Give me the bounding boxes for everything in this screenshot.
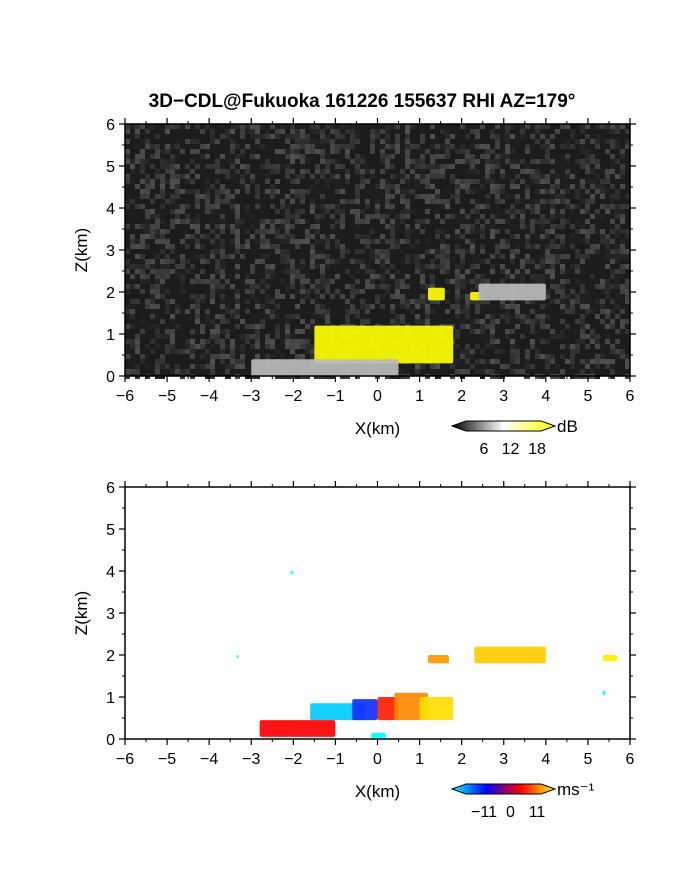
snr-y-tick-label: 0 — [106, 369, 115, 386]
velocity-echo-region — [310, 703, 365, 721]
snr-echo-region — [470, 292, 481, 301]
velocity-x-tick-label: 0 — [373, 751, 382, 768]
velocity-echo-region — [290, 571, 294, 574]
velocity-echo-region — [602, 690, 606, 695]
velocity-echo-region — [377, 697, 399, 721]
velocity-y-tick-label: 4 — [106, 564, 115, 581]
snr-x-tick-label: 6 — [626, 388, 635, 405]
velocity-x-tick-label: 6 — [626, 751, 635, 768]
velocity-y-tick-label: 0 — [106, 732, 115, 749]
velocity-echo-region — [259, 720, 336, 737]
velocity-echo-region — [428, 655, 450, 664]
velocity-x-tick-label: −3 — [242, 751, 260, 768]
velocity-echo-region — [371, 732, 386, 739]
snr-y-tick-label: 1 — [106, 327, 115, 344]
snr-colorbar-bar — [450, 420, 557, 432]
velocity-colorbar-tick-label: 0 — [506, 804, 515, 821]
velocity-echo-region — [236, 655, 239, 658]
snr-echo-region — [314, 325, 454, 364]
velocity-x-tick-label: 1 — [415, 751, 424, 768]
velocity-colorbar-tick-label: 11 — [529, 804, 546, 821]
velocity-y-tick-label: 6 — [106, 480, 115, 497]
snr-colorbar-unit: dB — [557, 417, 578, 436]
velocity-x-tick-label: 2 — [457, 751, 466, 768]
snr-y-tick-label: 3 — [106, 243, 115, 260]
snr-x-tick-label: −3 — [242, 388, 260, 405]
snr-x-tick-label: 3 — [499, 388, 508, 405]
velocity-x-tick-label: −4 — [200, 751, 218, 768]
snr-x-tick-label: −6 — [116, 388, 134, 405]
snr-echo-region — [478, 283, 546, 301]
snr-colorbar-tick-label: 6 — [480, 441, 489, 458]
snr-y-axis-label: Z(km) — [72, 228, 91, 272]
velocity-x-axis-label: X(km) — [355, 782, 400, 801]
snr-x-tick-label: 2 — [457, 388, 466, 405]
snr-x-tick-label: −4 — [200, 388, 218, 405]
velocity-x-tick-label: −5 — [158, 751, 176, 768]
velocity-echo-region — [419, 697, 454, 721]
snr-colorbar: dB 6 12 18 — [450, 417, 578, 458]
snr-y-tick-label: 2 — [106, 285, 115, 302]
velocity-colorbar-unit: ms⁻¹ — [557, 780, 595, 799]
velocity-x-tick-label: 5 — [583, 751, 592, 768]
velocity-y-tick-label: 2 — [106, 648, 115, 665]
velocity-echo-region — [602, 655, 618, 662]
velocity-y-tick-label: 5 — [106, 522, 115, 539]
snr-y-tick-label: 4 — [106, 201, 115, 218]
velocity-colorbar: ms⁻¹ −11 0 11 — [450, 780, 595, 821]
snr-x-tick-label: 1 — [415, 388, 424, 405]
velocity-colorbar-bar — [450, 783, 557, 795]
snr-x-tick-label: −1 — [326, 388, 344, 405]
snr-x-tick-label: −5 — [158, 388, 176, 405]
velocity-x-tick-label: −6 — [116, 751, 134, 768]
velocity-panel: −6 −5 −4 −3 −2 −1 0 1 2 3 4 5 6 0 1 2 3 4 5 6 X(km) Z(km) m… — [72, 480, 636, 821]
velocity-x-tick-label: −2 — [284, 751, 302, 768]
snr-colorbar-tick-label: 18 — [528, 441, 546, 458]
snr-echo-region — [251, 359, 399, 376]
velocity-colorbar-tick-label: −11 — [471, 804, 497, 821]
snr-x-tick-label: 4 — [541, 388, 550, 405]
velocity-x-tick-label: 3 — [499, 751, 508, 768]
velocity-y-tick-label: 3 — [106, 606, 115, 623]
chart-title: 3D−CDL@Fukuoka 161226 155637 RHI AZ=179° — [149, 91, 576, 112]
snr-colorbar-tick-label: 12 — [502, 441, 520, 458]
velocity-y-axis-label: Z(km) — [72, 591, 91, 635]
snr-x-tick-label: −2 — [284, 388, 302, 405]
snr-y-tick-label: 5 — [106, 159, 115, 176]
snr-x-axis-label: X(km) — [355, 419, 400, 438]
velocity-x-tick-label: −1 — [326, 751, 344, 768]
velocity-echo-region — [352, 699, 378, 721]
snr-echo-region — [428, 287, 445, 301]
velocity-y-tick-label: 1 — [106, 690, 115, 707]
snr-x-tick-label: 5 — [583, 388, 592, 405]
snr-x-tick-label: 0 — [373, 388, 382, 405]
velocity-plot-area — [125, 487, 630, 739]
snr-y-tick-label: 6 — [106, 117, 115, 134]
velocity-echo-region — [474, 646, 546, 664]
velocity-x-tick-label: 4 — [541, 751, 550, 768]
